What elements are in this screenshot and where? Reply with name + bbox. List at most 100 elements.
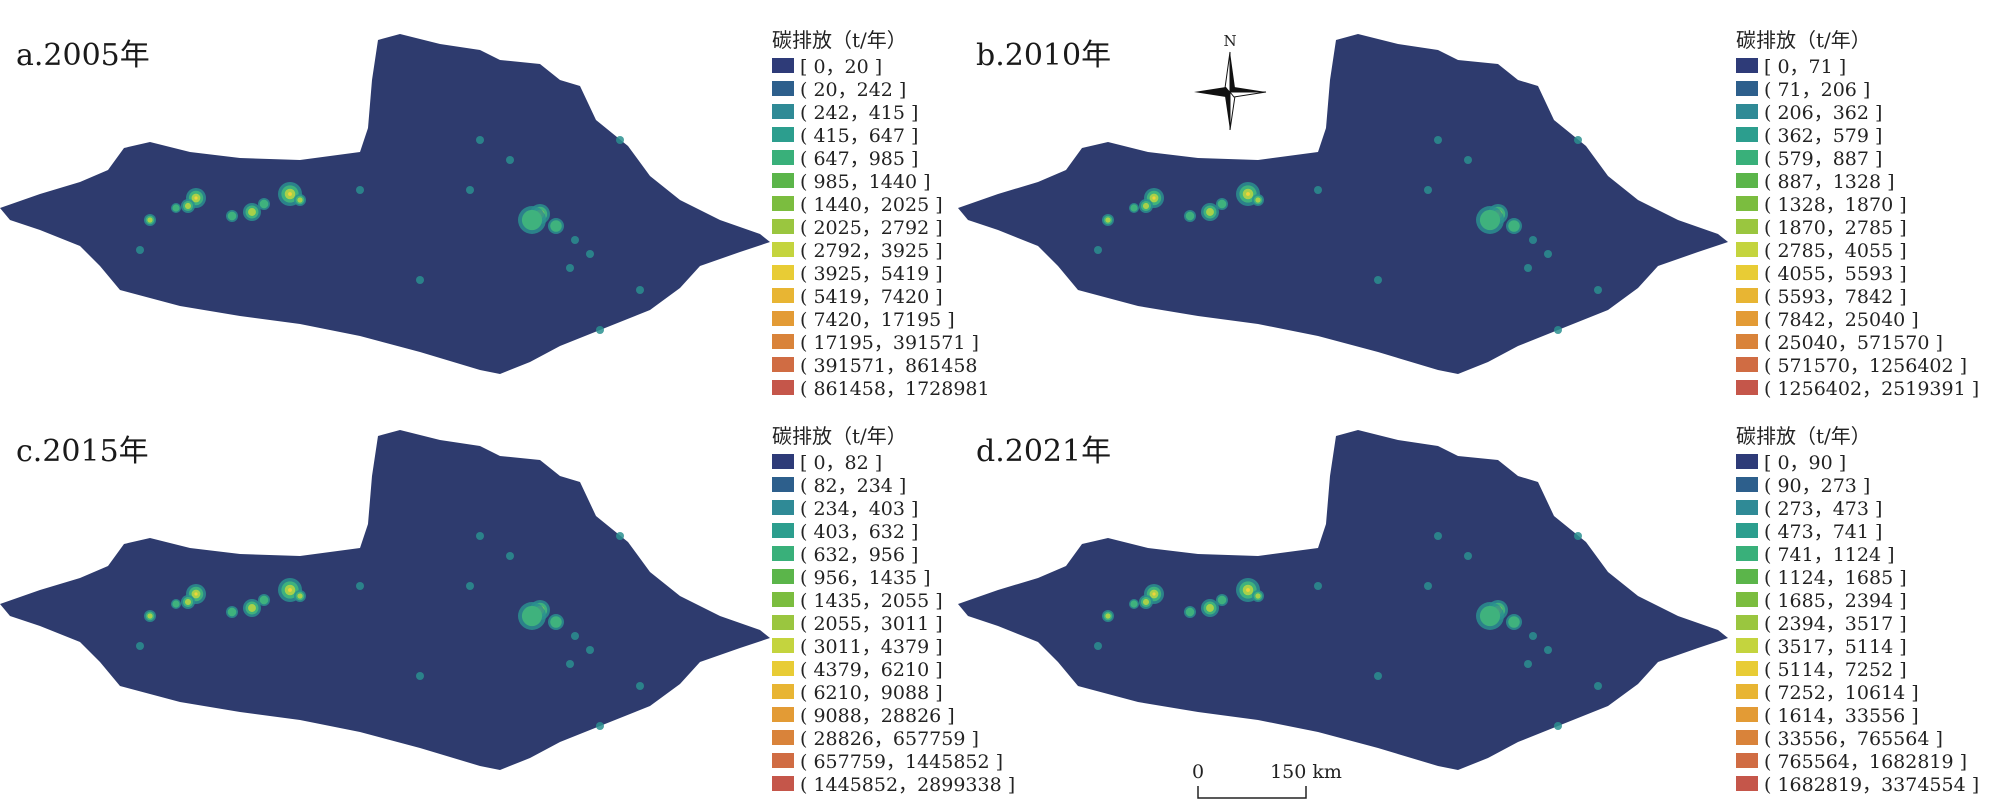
map-panel-2010: b.2010年 碳排放（t/年） [ 0，71 ]( 71，206 ]( 206…: [958, 0, 1979, 400]
emission-hotspot: [1524, 264, 1532, 272]
emission-hotspot-core: [1479, 209, 1501, 231]
legend-item: ( 1435，2055 ]: [772, 588, 998, 612]
legend-item: ( 1328，1870 ]: [1736, 192, 1962, 216]
map-panel-2005: a.2005年 碳排放（t/年） [ 0，20 ]( 20，242 ]( 242…: [0, 0, 998, 400]
emission-hotspot: [571, 236, 579, 244]
legend-swatch: [772, 592, 794, 607]
legend-rows: [ 0，71 ]( 71，206 ]( 206，362 ]( 362，579 ]…: [1736, 54, 1979, 400]
emission-hotspot: [136, 642, 144, 650]
legend-range-label: ( 17195，391571 ]: [800, 332, 979, 354]
legend-range-label: ( 5593，7842 ]: [1764, 286, 1907, 308]
legend-swatch: [1736, 592, 1758, 607]
legend-range-label: ( 571570，1256402 ]: [1764, 355, 1968, 377]
legend-range-label: ( 3925，5419 ]: [800, 263, 943, 285]
legend-swatch: [1736, 500, 1758, 515]
emission-hotspot-core: [1142, 202, 1150, 210]
legend-swatch: [1736, 127, 1758, 142]
emission-hotspot-core: [194, 196, 198, 200]
legend-swatch: [772, 104, 794, 119]
legend-range-label: ( 25040，571570 ]: [1764, 332, 1943, 354]
emission-hotspot-core: [288, 588, 292, 592]
legend-item: ( 4379，6210 ]: [772, 657, 998, 681]
emission-hotspot-core: [521, 209, 543, 231]
legend-range-label: ( 632，956 ]: [800, 544, 919, 566]
legend-item: ( 90，273 ]: [1736, 473, 1962, 497]
legend-range-label: ( 9088，28826 ]: [800, 705, 955, 727]
panel-title: d.2021年: [976, 434, 1112, 469]
legend-item: ( 1870，2785 ]: [1736, 215, 1962, 239]
legend-range-label: ( 741，1124 ]: [1764, 544, 1895, 566]
emission-hotspot-core: [288, 192, 292, 196]
emission-hotspot-core: [227, 211, 237, 221]
legend-range-label: ( 473，741 ]: [1764, 521, 1883, 543]
legend-item: ( 1614，33556 ]: [1736, 703, 1962, 727]
legend-swatch: [772, 684, 794, 699]
legend-title: 碳排放（t/年）: [1736, 424, 1871, 448]
emission-hotspot: [1544, 250, 1552, 258]
emission-hotspot: [1554, 722, 1562, 730]
emission-hotspot-core: [248, 208, 256, 216]
legend-item: ( 273，473 ]: [1736, 496, 1962, 520]
legend-item: ( 3011，4379 ]: [772, 634, 998, 658]
legend-item: ( 242，415 ]: [772, 100, 998, 124]
legend-title: 碳排放（t/年）: [1736, 28, 1871, 52]
legend-swatch: [772, 661, 794, 676]
legend-swatch: [772, 569, 794, 584]
emission-hotspot-core: [297, 197, 303, 203]
legend-swatch: [1736, 684, 1758, 699]
legend-swatch: [772, 173, 794, 188]
map-panel-2015: c.2015年 碳排放（t/年） [ 0，82 ]( 82，234 ]( 234…: [0, 396, 1015, 796]
emission-hotspot: [356, 582, 364, 590]
emission-hotspot: [506, 552, 514, 560]
legend-range-label: ( 7252，10614 ]: [1764, 682, 1919, 704]
legend-range-label: ( 1682819，3374554 ]: [1764, 774, 1980, 796]
legend-range-label: ( 4379，6210 ]: [800, 659, 943, 681]
legend-range-label: ( 82，234 ]: [800, 475, 907, 497]
legend-rows: [ 0，82 ]( 82，234 ]( 234，403 ]( 403，632 ]…: [772, 450, 1015, 796]
legend-range-label: ( 647，985 ]: [800, 148, 919, 170]
legend-range-label: ( 956，1435 ]: [800, 567, 931, 589]
panel-title: b.2010年: [976, 38, 1112, 73]
legend-item: ( 391571，861458: [772, 353, 998, 377]
legend-item: ( 5593，7842 ]: [1736, 284, 1962, 308]
legend-range-label: ( 1124，1685 ]: [1764, 567, 1907, 589]
legend-item: [ 0，20 ]: [772, 54, 998, 78]
emission-hotspot: [476, 136, 484, 144]
region-map: [0, 430, 770, 770]
legend-swatch: [1736, 104, 1758, 119]
legend-swatch: [1736, 196, 1758, 211]
emission-hotspot-core: [1255, 197, 1261, 203]
legend-item: ( 206，362 ]: [1736, 100, 1962, 124]
legend-item: ( 234，403 ]: [772, 496, 998, 520]
emission-hotspot: [416, 276, 424, 284]
emission-hotspot: [1434, 532, 1442, 540]
emission-hotspot: [1094, 246, 1102, 254]
legend-swatch: [1736, 173, 1758, 188]
legend-swatch: [1736, 334, 1758, 349]
map-panel-2021: d.2021年 碳排放（t/年） [ 0，90 ]( 90，273 ]( 273…: [958, 396, 1979, 796]
legend-swatch: [772, 334, 794, 349]
emission-hotspot: [1424, 582, 1432, 590]
legend-item: ( 3925，5419 ]: [772, 261, 998, 285]
legend-range-label: ( 4055，5593 ]: [1764, 263, 1907, 285]
legend-swatch: [1736, 311, 1758, 326]
legend-item: ( 2792，3925 ]: [772, 238, 998, 262]
emission-hotspot: [1434, 136, 1442, 144]
legend-range-label: [ 0，71 ]: [1764, 56, 1847, 78]
emission-hotspot-core: [1105, 613, 1111, 619]
emission-hotspot-core: [1246, 192, 1250, 196]
emission-hotspot-core: [1152, 196, 1156, 200]
emission-hotspot: [616, 532, 624, 540]
legend-swatch: [772, 219, 794, 234]
legend-range-label: ( 5419，7420 ]: [800, 286, 943, 308]
region-outline: [958, 34, 1728, 374]
emission-hotspot: [466, 186, 474, 194]
legend-item: ( 985，1440 ]: [772, 169, 998, 193]
legend-range-label: ( 2785，4055 ]: [1764, 240, 1907, 262]
emission-hotspot: [1574, 136, 1582, 144]
legend-item: ( 861458，1728981: [772, 376, 998, 400]
emission-hotspot: [506, 156, 514, 164]
legend-range-label: ( 5114，7252 ]: [1764, 659, 1907, 681]
legend-range-label: ( 20，242 ]: [800, 79, 907, 101]
emission-hotspot-core: [550, 220, 562, 232]
